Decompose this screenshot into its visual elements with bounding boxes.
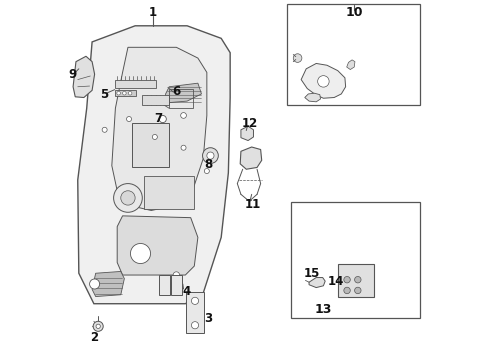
Circle shape <box>173 272 179 278</box>
Bar <box>286 4 419 105</box>
Bar <box>171 275 182 295</box>
Circle shape <box>343 276 349 283</box>
Circle shape <box>122 91 126 95</box>
Circle shape <box>159 116 166 123</box>
Bar <box>290 202 419 318</box>
Text: 14: 14 <box>327 275 344 288</box>
Circle shape <box>126 117 131 122</box>
Bar <box>115 80 156 88</box>
Text: 4: 4 <box>182 285 190 298</box>
Circle shape <box>354 276 360 283</box>
Circle shape <box>89 279 100 289</box>
Text: 1: 1 <box>149 6 157 19</box>
Text: 11: 11 <box>244 198 260 211</box>
Polygon shape <box>241 126 253 140</box>
Text: 8: 8 <box>204 158 212 171</box>
Polygon shape <box>78 26 230 304</box>
Circle shape <box>204 168 209 174</box>
Polygon shape <box>308 278 325 288</box>
Text: 6: 6 <box>172 85 180 98</box>
Polygon shape <box>92 271 124 297</box>
Circle shape <box>180 113 186 118</box>
Text: 2: 2 <box>90 330 99 343</box>
Circle shape <box>117 91 120 95</box>
Circle shape <box>102 127 107 132</box>
Bar <box>159 275 169 295</box>
Polygon shape <box>304 93 320 102</box>
Circle shape <box>93 321 103 331</box>
Circle shape <box>181 145 185 150</box>
Polygon shape <box>73 56 94 98</box>
Text: 7: 7 <box>154 112 162 125</box>
Bar <box>169 89 192 108</box>
Polygon shape <box>117 216 198 275</box>
Bar <box>144 176 194 209</box>
Circle shape <box>130 243 150 264</box>
Circle shape <box>113 184 142 212</box>
Text: 10: 10 <box>345 6 362 19</box>
Polygon shape <box>112 47 206 211</box>
Circle shape <box>206 152 214 159</box>
Bar <box>337 264 373 297</box>
Polygon shape <box>346 60 354 69</box>
Text: 3: 3 <box>204 311 212 325</box>
Circle shape <box>293 54 301 62</box>
Circle shape <box>152 134 157 139</box>
Polygon shape <box>165 83 201 103</box>
Text: 15: 15 <box>303 267 320 280</box>
Bar <box>131 123 169 167</box>
Text: 12: 12 <box>242 117 258 130</box>
Text: 9: 9 <box>68 68 76 81</box>
Bar <box>115 90 136 96</box>
Circle shape <box>343 287 349 294</box>
Text: 13: 13 <box>314 303 331 316</box>
Polygon shape <box>240 147 261 169</box>
Circle shape <box>96 324 100 328</box>
Circle shape <box>191 321 198 329</box>
Circle shape <box>121 191 135 205</box>
Bar <box>186 292 203 333</box>
Polygon shape <box>301 63 345 98</box>
Text: 5: 5 <box>100 88 108 101</box>
Bar <box>142 95 169 105</box>
Circle shape <box>202 148 218 163</box>
Circle shape <box>128 91 132 95</box>
Circle shape <box>317 76 328 87</box>
Circle shape <box>354 287 360 294</box>
Circle shape <box>191 297 198 305</box>
